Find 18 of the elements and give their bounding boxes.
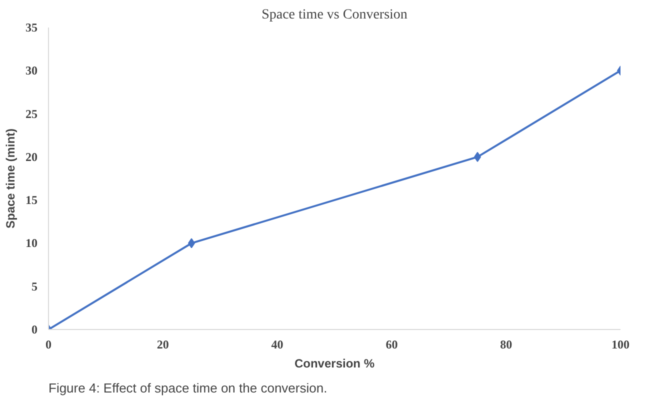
y-tick-label: 15 bbox=[26, 193, 38, 208]
x-tick-label: 40 bbox=[271, 338, 284, 352]
y-axis-title: Space time (mint) bbox=[4, 128, 18, 229]
x-tick-label: 100 bbox=[612, 338, 630, 352]
y-tick-label: 0 bbox=[32, 322, 38, 336]
caption: Figure 4: Effect of space time on the conversion. bbox=[48, 380, 328, 396]
y-tick-label: 10 bbox=[26, 236, 38, 250]
y-tick-label: 30 bbox=[26, 64, 38, 78]
x-tick-label: 0 bbox=[46, 338, 52, 352]
x-tick-label: 80 bbox=[500, 338, 512, 352]
x-axis-title: Conversion % bbox=[294, 356, 375, 370]
x-tick-label: 20 bbox=[156, 338, 169, 352]
y-tick-label: 35 bbox=[26, 20, 38, 34]
x-tick-label: 60 bbox=[386, 338, 398, 352]
chart-title: Space time vs Conversion bbox=[262, 8, 408, 22]
y-tick-label: 20 bbox=[26, 150, 38, 164]
y-tick-label: 5 bbox=[32, 279, 38, 294]
y-tick-label: 25 bbox=[26, 106, 38, 121]
